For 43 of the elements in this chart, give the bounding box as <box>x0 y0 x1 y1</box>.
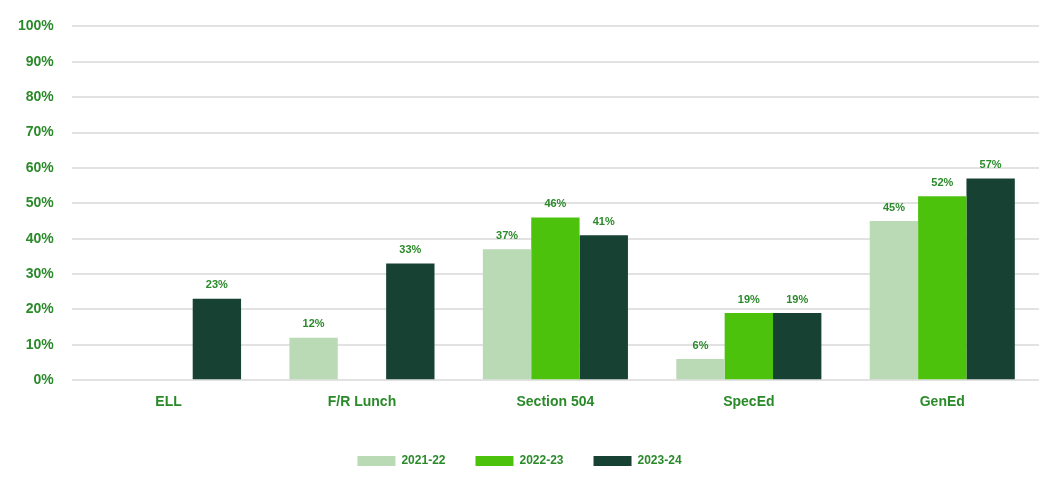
data-label: 23% <box>205 278 229 291</box>
data-label: 37% <box>496 228 519 241</box>
bar <box>289 337 338 380</box>
data-label: 45% <box>882 200 906 213</box>
x-tick-label: GenEd <box>919 393 965 410</box>
bar <box>918 196 967 380</box>
y-tick-label: 70% <box>25 123 55 140</box>
bar <box>579 235 628 380</box>
bar <box>482 249 532 380</box>
data-label: 6% <box>692 338 709 351</box>
data-label: 33% <box>399 242 422 255</box>
x-tick-label: ELL <box>155 393 183 410</box>
y-tick-label: 50% <box>25 194 55 211</box>
legend-label: 2021-22 <box>401 453 446 468</box>
data-label: 57% <box>979 158 1002 171</box>
data-label: 52% <box>931 175 954 188</box>
legend-label: 2022-23 <box>519 453 564 468</box>
y-tick-label: 0% <box>33 371 55 388</box>
y-tick-label: 100% <box>17 17 55 34</box>
bar <box>966 178 1015 380</box>
bar <box>386 263 435 380</box>
bar <box>192 298 242 380</box>
x-tick-label: Section 504 <box>516 393 595 410</box>
y-tick-label: 40% <box>25 229 55 246</box>
bar <box>531 217 580 380</box>
data-label: 41% <box>592 214 615 227</box>
y-tick-label: 60% <box>25 158 55 175</box>
data-label: 19% <box>737 292 761 305</box>
y-tick-label: 90% <box>25 52 55 69</box>
y-tick-label: 30% <box>25 264 55 281</box>
y-tick-label: 20% <box>25 300 55 317</box>
y-tick-label: 80% <box>25 88 55 105</box>
bar <box>724 312 774 380</box>
x-tick-label: F/R Lunch <box>327 393 397 410</box>
data-label: 19% <box>786 292 809 305</box>
bar <box>773 312 822 380</box>
y-tick-label: 10% <box>25 335 55 352</box>
data-label: 12% <box>302 317 325 330</box>
data-label: 46% <box>544 196 567 209</box>
bar <box>676 358 725 380</box>
x-tick-label: SpecEd <box>723 393 775 410</box>
legend-label: 2023-24 <box>637 453 682 468</box>
bar <box>869 220 919 380</box>
